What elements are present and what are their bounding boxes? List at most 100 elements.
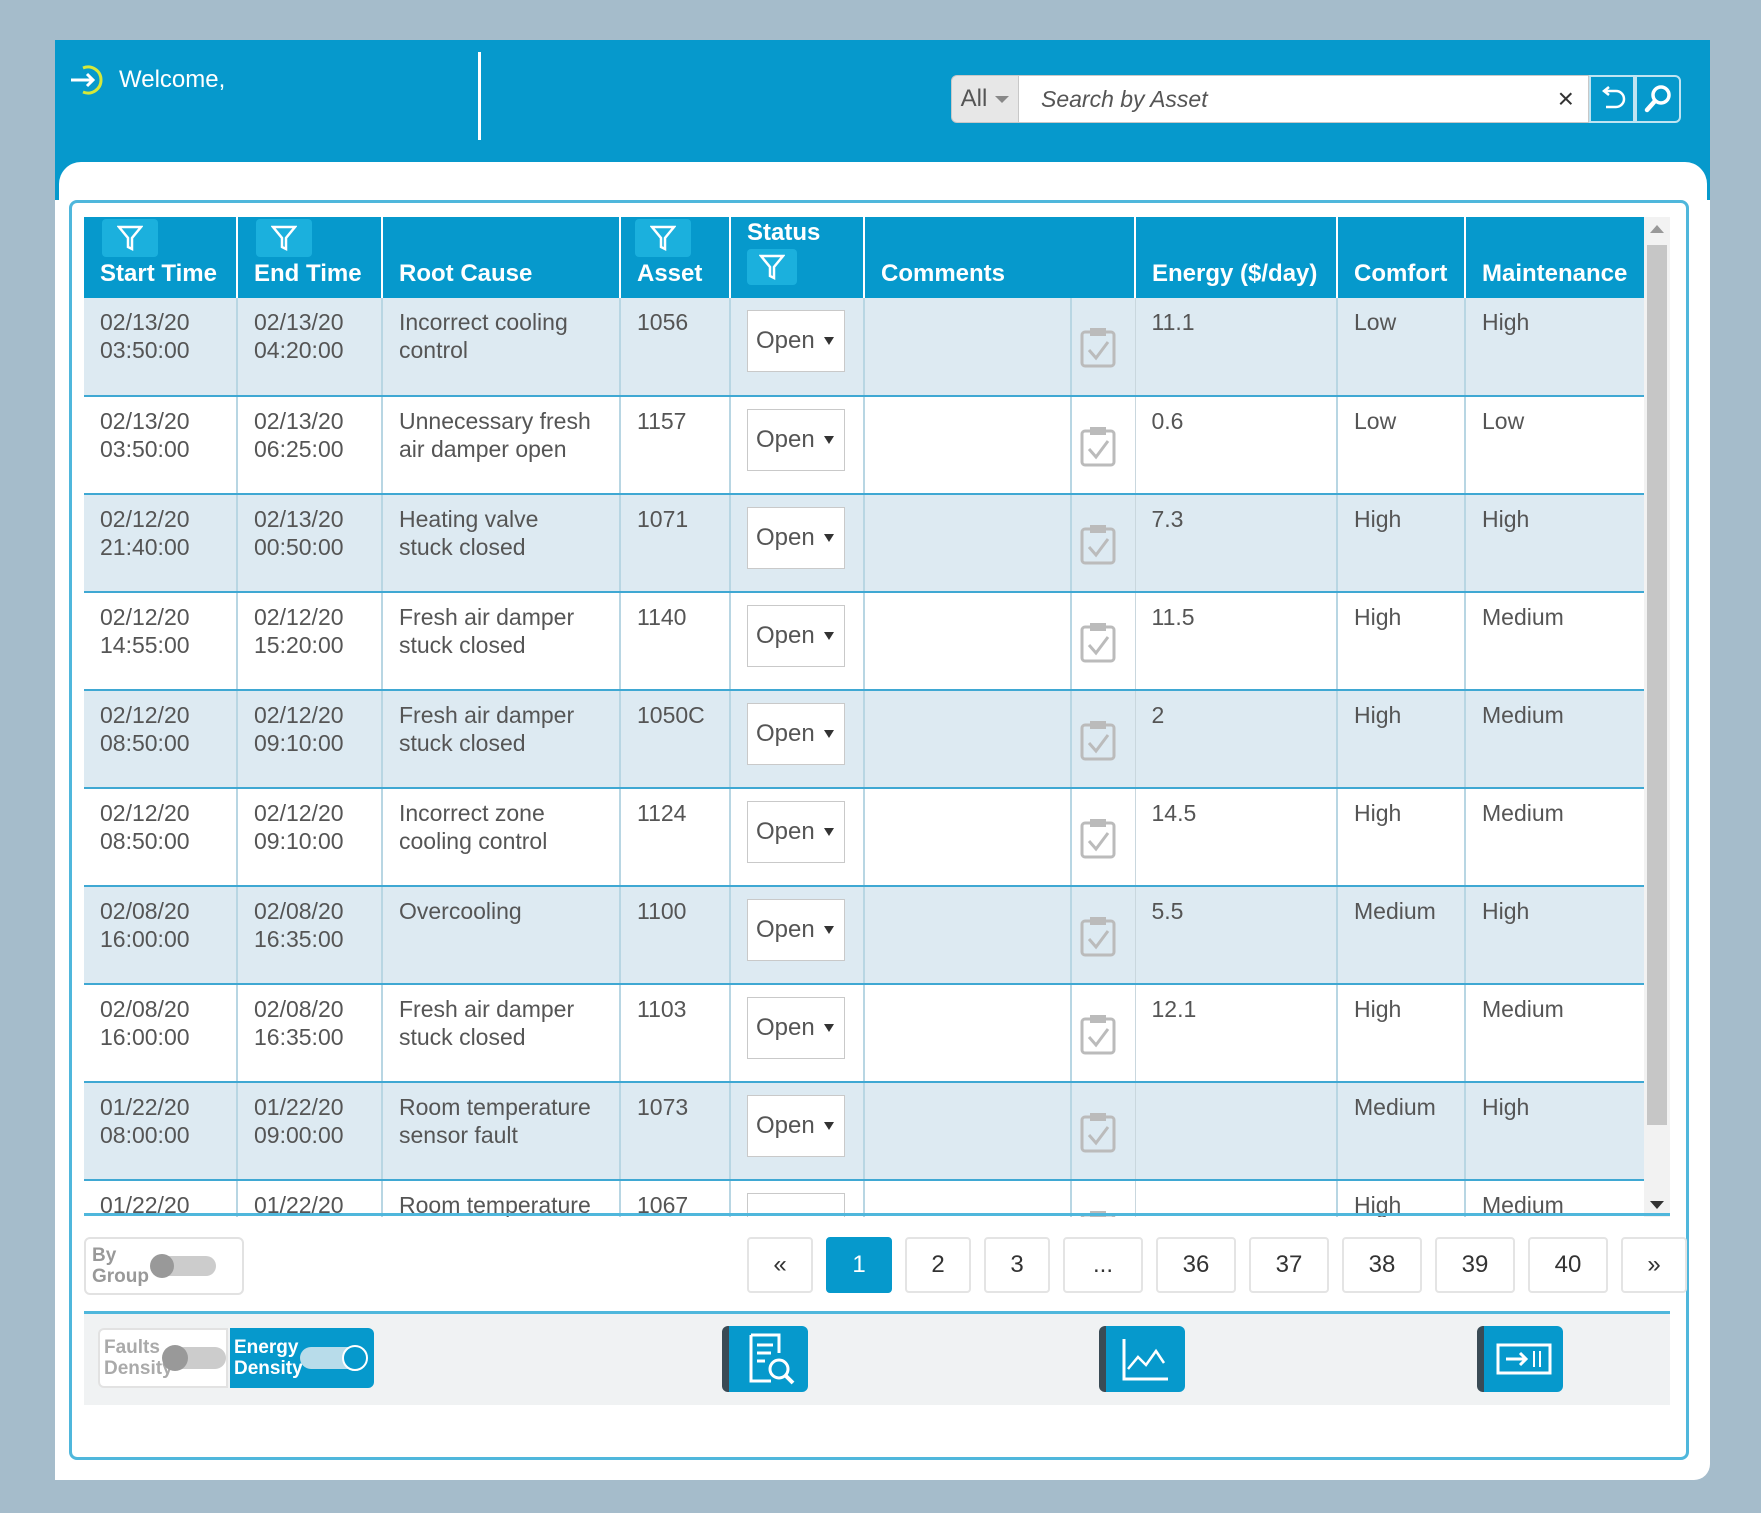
table-row[interactable]: 02/12/20 21:40:00 02/13/20 00:50:00 Heating …: [84, 494, 1644, 593]
comments-cell[interactable]: [864, 494, 1072, 593]
status-select[interactable]: Open: [747, 605, 845, 667]
maintenance-cell: High: [1465, 494, 1644, 593]
end-time-cell: 02/13/20 00:50:00: [237, 494, 383, 593]
end-time-cell: 01/22/20: [237, 1180, 383, 1217]
comment-check-cell[interactable]: [1071, 690, 1136, 789]
status-select[interactable]: Open: [747, 801, 845, 863]
by-group-switch[interactable]: [150, 1254, 216, 1278]
table-row[interactable]: 01/22/20 08:00:00 01/22/20 09:00:00 Room tem…: [84, 1082, 1644, 1181]
maintenance-cell: Low: [1465, 396, 1644, 495]
comment-check-cell[interactable]: [1071, 396, 1136, 495]
status-select[interactable]: Open: [747, 899, 845, 961]
status-select[interactable]: Open: [747, 703, 845, 765]
page-button[interactable]: 37: [1249, 1237, 1329, 1293]
comments-cell[interactable]: [864, 1082, 1072, 1181]
energy-density-toggle[interactable]: Energy Density: [230, 1328, 374, 1388]
header-status[interactable]: Status: [730, 217, 865, 298]
comments-cell[interactable]: [864, 592, 1072, 691]
page-button[interactable]: 39: [1435, 1237, 1515, 1293]
search-input[interactable]: [1039, 84, 1558, 114]
comment-check-cell[interactable]: [1071, 788, 1136, 887]
sign-in-icon[interactable]: [69, 62, 105, 98]
header-root-cause[interactable]: Root Cause: [382, 217, 621, 298]
header-end-time[interactable]: End Time: [237, 217, 383, 298]
header-start-time[interactable]: Start Time: [84, 217, 238, 298]
comment-check-cell[interactable]: [1071, 592, 1136, 691]
page-button[interactable]: 3: [984, 1237, 1050, 1293]
comments-cell[interactable]: [864, 984, 1072, 1083]
comment-check-cell[interactable]: [1071, 1082, 1136, 1181]
faults-density-switch[interactable]: [162, 1345, 226, 1371]
header-asset[interactable]: Asset: [620, 217, 731, 298]
last-page-button[interactable]: »: [1621, 1237, 1687, 1293]
status-cell: Open: [730, 298, 865, 397]
table-scrollbar[interactable]: [1644, 217, 1670, 1217]
header-energy[interactable]: Energy ($/day): [1135, 217, 1338, 298]
scrollbar-thumb[interactable]: [1647, 245, 1667, 1125]
page-button[interactable]: 40: [1528, 1237, 1608, 1293]
end-time-cell: 02/12/20 09:10:00: [237, 788, 383, 887]
faults-density-toggle[interactable]: Faults Density: [98, 1328, 228, 1388]
end-time-filter-button[interactable]: [256, 219, 312, 257]
status-select[interactable]: Open: [747, 507, 845, 569]
first-page-button[interactable]: «: [747, 1237, 813, 1293]
table-row[interactable]: 01/22/20 01/22/20 Room temperature 1067 High…: [84, 1180, 1644, 1217]
end-clock: 15:20:00: [254, 632, 344, 658]
comments-cell[interactable]: [864, 886, 1072, 985]
comments-cell[interactable]: [864, 1180, 1072, 1217]
search-button[interactable]: [1635, 75, 1681, 123]
maintenance-cell: Medium: [1465, 788, 1644, 887]
comment-check-cell[interactable]: [1071, 494, 1136, 593]
comments-cell[interactable]: [864, 298, 1072, 397]
header-maintenance[interactable]: Maintenance: [1465, 217, 1644, 298]
energy-density-switch[interactable]: [300, 1345, 368, 1371]
table-row[interactable]: 02/12/20 08:50:00 02/12/20 09:10:00 Fresh ai…: [84, 690, 1644, 789]
trend-chart-button[interactable]: [1099, 1326, 1185, 1392]
page-button[interactable]: 38: [1342, 1237, 1422, 1293]
faults-density-label: Faults Density: [104, 1337, 173, 1379]
comments-cell[interactable]: [864, 396, 1072, 495]
table-row[interactable]: 02/08/20 16:00:00 02/08/20 16:35:00 Overcool…: [84, 886, 1644, 985]
checklist-icon: [1080, 328, 1116, 368]
page-button[interactable]: 1: [826, 1237, 892, 1293]
header-comments[interactable]: Comments: [864, 217, 1136, 298]
status-select[interactable]: Open: [747, 1095, 845, 1157]
comment-check-cell[interactable]: [1071, 1180, 1136, 1217]
reset-search-button[interactable]: [1589, 75, 1635, 123]
table-row[interactable]: 02/13/20 03:50:00 02/13/20 06:25:00 Unnecess…: [84, 396, 1644, 495]
asset-filter-button[interactable]: [635, 219, 691, 257]
start-time-cell: 02/08/20 16:00:00: [84, 886, 238, 985]
search-scope-select[interactable]: All: [951, 75, 1019, 123]
table-row[interactable]: 02/08/20 16:00:00 02/08/20 16:35:00 Fresh ai…: [84, 984, 1644, 1083]
clear-search-icon[interactable]: ×: [1557, 83, 1574, 114]
page-button[interactable]: 2: [905, 1237, 971, 1293]
comments-cell[interactable]: [864, 690, 1072, 789]
status-select[interactable]: Open: [747, 310, 845, 372]
end-time-cell: 02/08/20 16:35:00: [237, 886, 383, 985]
status-value: Open: [756, 720, 815, 747]
table-row[interactable]: 02/13/20 03:50:00 02/13/20 04:20:00 Incorrec…: [84, 298, 1644, 397]
report-search-button[interactable]: [722, 1326, 808, 1392]
page-ellipsis[interactable]: ...: [1063, 1237, 1143, 1293]
comments-cell[interactable]: [864, 788, 1072, 887]
checklist-icon: [1080, 1113, 1116, 1153]
status-filter-button[interactable]: [747, 249, 797, 285]
by-group-toggle[interactable]: By Group: [84, 1237, 244, 1295]
status-value: Open: [756, 1014, 815, 1041]
header-comfort[interactable]: Comfort: [1337, 217, 1466, 298]
comment-check-cell[interactable]: [1071, 886, 1136, 985]
start-time-filter-button[interactable]: [102, 219, 158, 257]
export-button[interactable]: [1477, 1326, 1563, 1392]
status-select[interactable]: Open: [747, 997, 845, 1059]
scroll-down-icon[interactable]: [1650, 1201, 1664, 1209]
maintenance-cell: Medium: [1465, 690, 1644, 789]
energy-cell: 5.5: [1135, 886, 1338, 985]
scroll-up-icon[interactable]: [1650, 225, 1664, 233]
comment-check-cell[interactable]: [1071, 298, 1136, 397]
status-select[interactable]: Open: [747, 409, 845, 471]
table-row[interactable]: 02/12/20 14:55:00 02/12/20 15:20:00 Fresh ai…: [84, 592, 1644, 691]
table-row[interactable]: 02/12/20 08:50:00 02/12/20 09:10:00 Incorrec…: [84, 788, 1644, 887]
energy-cell: 12.1: [1135, 984, 1338, 1083]
comment-check-cell[interactable]: [1071, 984, 1136, 1083]
page-button[interactable]: 36: [1156, 1237, 1236, 1293]
